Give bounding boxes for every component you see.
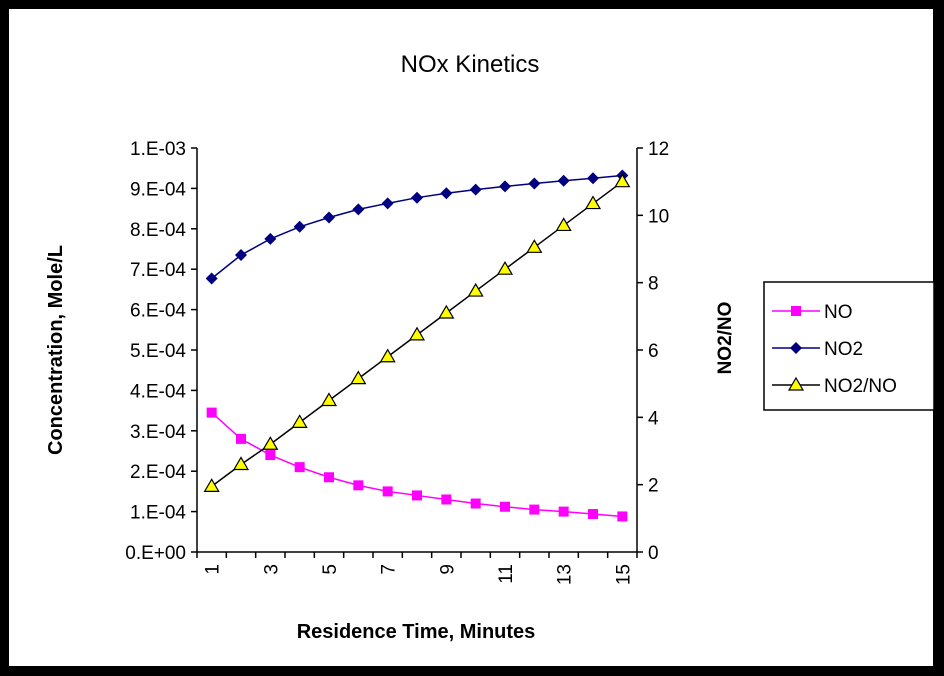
legend-label: NO2 [824, 339, 863, 360]
series-marker-triangle [787, 376, 805, 391]
series-marker-triangle [614, 173, 631, 188]
series-marker-triangle [262, 436, 279, 450]
y2-tick-label: 4 [648, 408, 659, 429]
series-marker-triangle [232, 456, 250, 471]
series-marker-triangle [203, 478, 220, 492]
y-tick-label: 8.E-04 [130, 220, 186, 241]
y2-tick-label: 10 [648, 206, 669, 227]
series-marker-triangle [350, 370, 367, 385]
x-tick-label: 13 [555, 564, 576, 585]
series-marker-square [353, 480, 364, 491]
y-tick-label: 3.E-04 [130, 422, 186, 443]
series-marker-triangle [408, 326, 426, 341]
y2-tick-label: 2 [648, 476, 659, 497]
series-marker-triangle [379, 348, 396, 363]
y2-tick-label: 6 [648, 341, 659, 362]
series-marker-diamond [440, 187, 453, 200]
series-marker-square [294, 462, 305, 473]
y-tick-label: 5.E-04 [130, 341, 186, 362]
y-tick-label: 2.E-04 [130, 462, 186, 483]
series-marker-diamond [352, 203, 365, 216]
series-marker-diamond [528, 177, 541, 190]
y-tick-label: 4.E-04 [130, 381, 186, 402]
series-marker-square [382, 486, 393, 497]
y2-tick-label: 0 [648, 543, 659, 564]
y2-tick-label: 8 [648, 274, 659, 295]
series-marker-triangle [584, 195, 602, 210]
y2-tick-label: 12 [648, 139, 669, 160]
series-marker-square [470, 498, 481, 509]
series-marker-square [441, 494, 452, 505]
series-group [203, 169, 631, 522]
series-marker-square [529, 504, 540, 515]
series-marker-square [206, 407, 217, 418]
series-marker-triangle [291, 414, 308, 428]
x-tick-label: 1 [203, 564, 224, 575]
legend-label: NO2/NO [824, 376, 897, 397]
series-marker-diamond [469, 183, 482, 196]
series-marker-triangle [555, 217, 572, 232]
x-axis-label: Residence Time, Minutes [297, 621, 536, 643]
series-marker-triangle [320, 392, 338, 407]
series-marker-diamond [323, 211, 335, 224]
series-marker-diamond [790, 342, 802, 354]
series-marker-diamond [557, 174, 570, 187]
series-marker-triangle [526, 239, 543, 253]
series-marker-diamond [381, 197, 394, 210]
series-marker-diamond [293, 220, 306, 233]
series-marker-diamond [499, 180, 511, 193]
x-tick-label: 7 [379, 564, 400, 575]
y-tick-label: 7.E-04 [130, 260, 186, 281]
y-axis-label: Concentration, Mole/L [45, 245, 67, 455]
series-marker-diamond [411, 191, 423, 204]
legend-label: NO [824, 302, 853, 323]
series-marker-diamond [587, 172, 599, 185]
y-tick-label: 9.E-04 [130, 179, 186, 200]
series-marker-triangle [496, 261, 514, 275]
series-marker-square [791, 306, 801, 316]
y-tick-label: 1.E-03 [130, 139, 186, 160]
x-tick-label: 11 [496, 564, 517, 584]
x-tick-label: 15 [613, 564, 634, 585]
series-marker-diamond [235, 249, 247, 262]
series-marker-square [236, 433, 246, 444]
series-marker-square [558, 506, 569, 517]
y-tick-label: 0.E+00 [125, 543, 186, 564]
series-marker-triangle [438, 304, 455, 319]
series-marker-square [412, 490, 422, 501]
series-marker-square [588, 509, 598, 520]
series-marker-triangle [467, 282, 484, 297]
y2-axis-label: NO2/NO [715, 302, 736, 375]
series-marker-square [324, 472, 334, 483]
y-tick-label: 6.E-04 [130, 301, 186, 322]
series-marker-square [500, 501, 510, 512]
x-tick-label: 3 [261, 564, 282, 575]
x-tick-label: 5 [320, 564, 341, 575]
legend: NO NO2 NO2/NO [763, 281, 935, 411]
series-marker-square [265, 450, 276, 461]
y-tick-label: 1.E-04 [130, 503, 186, 524]
series-marker-square [617, 511, 628, 522]
x-tick-label: 9 [437, 564, 458, 575]
axes-group: 0.E+00 1.E-04 2.E-04 3.E-04 4.E-04 5.E-04 6.E-… [125, 139, 669, 585]
series-marker-diamond [264, 232, 277, 245]
chart-title: NOx Kinetics [401, 51, 540, 78]
series-marker-diamond [205, 272, 218, 285]
